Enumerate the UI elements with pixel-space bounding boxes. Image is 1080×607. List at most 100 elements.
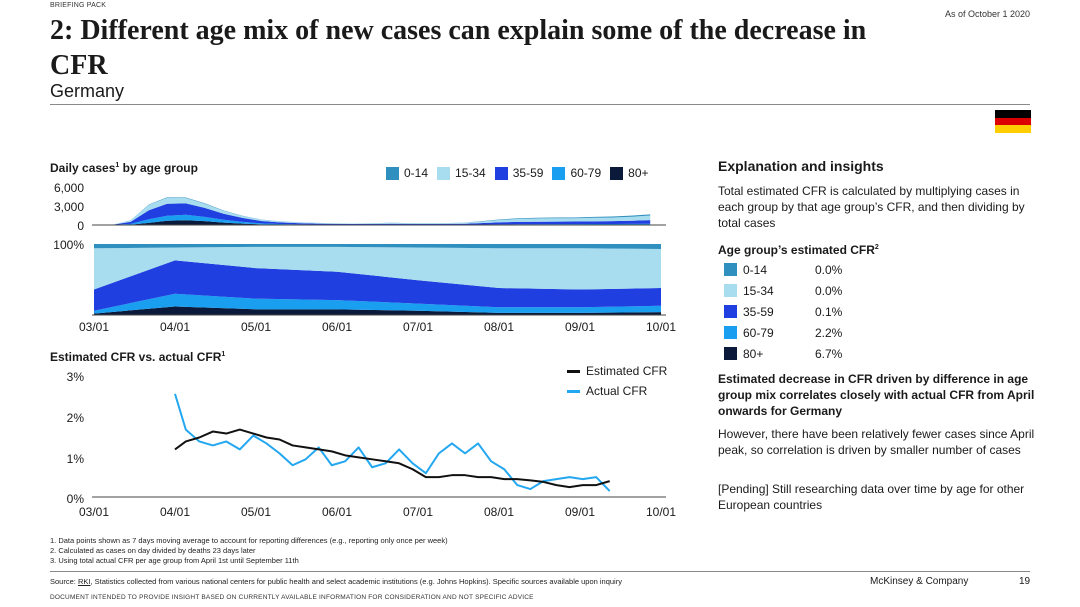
age-row-0-14: 0-14 0.0% <box>724 259 842 280</box>
age-label: 60-79 <box>743 325 774 340</box>
insights-however: However, there have been relatively fewe… <box>718 427 1035 457</box>
daily-ytick-0: 0 <box>77 219 84 233</box>
age-label: 35-59 <box>743 304 774 319</box>
germany-flag-icon <box>995 110 1031 133</box>
legend-label: 0-14 <box>404 166 429 180</box>
age-row-15-34: 15-34 0.0% <box>724 280 842 301</box>
footer-divider <box>50 571 1030 572</box>
legend-item-35-59: 35-59 <box>494 166 544 180</box>
cfr-chart-title: Estimated CFR vs. actual CFR1 <box>50 350 225 364</box>
age-swatch <box>724 263 737 276</box>
age-label: 0-14 <box>743 262 768 277</box>
daily-area-60-79 <box>94 214 651 225</box>
cfr-xtick-10-01: 10/01 <box>645 505 677 519</box>
cfr-xtick-03-01: 03/01 <box>78 505 110 519</box>
legend-swatch <box>552 166 566 180</box>
top-xtick-05-01: 05/01 <box>240 320 272 334</box>
top-xtick-10-01: 10/01 <box>645 320 677 334</box>
legend-item-60-79: 60-79 <box>552 166 601 180</box>
legend-line <box>567 389 580 393</box>
cfr-xtick-06-01: 06/01 <box>321 505 353 519</box>
age-value: 2.2% <box>815 325 843 340</box>
page-number: 19 <box>1019 576 1031 587</box>
legend-label: 60-79 <box>570 166 602 180</box>
age-row-35-59: 35-59 0.1% <box>724 301 842 322</box>
age-cfr-heading: Age group’s estimated CFR2 <box>718 240 1038 258</box>
footnote-3: 3. Using total actual CFR per age group … <box>50 556 299 565</box>
age-value: 0.1% <box>815 304 843 319</box>
age-swatch <box>724 326 737 339</box>
age-value: 0.0% <box>815 262 843 277</box>
cfr-legend: Estimated CFR Actual CFR <box>567 361 667 401</box>
cfr-chart-xaxis: 03/01 04/01 05/01 06/01 07/01 08/01 09/01 10/01 <box>0 505 1080 521</box>
age-label: 15-34 <box>743 283 774 298</box>
age-swatch <box>724 347 737 360</box>
age-group-legend: 0-14 15-34 35-59 60-79 80+ <box>386 166 658 180</box>
legend-item-estimated: Estimated CFR <box>567 361 667 381</box>
age-cfr-heading-sup: 2 <box>874 244 879 251</box>
share-ytick-100: 100% <box>53 238 84 252</box>
daily-area-35-59 <box>94 203 651 225</box>
share-area-15-34 <box>94 246 661 290</box>
flag-stripe-red <box>995 117 1031 126</box>
legend-swatch <box>437 166 451 180</box>
age-label: 80+ <box>743 346 764 361</box>
age-value: 6.7% <box>815 346 843 361</box>
source-link-rki[interactable]: RKI <box>77 577 91 586</box>
cfr-title-text: Estimated CFR vs. actual CFR <box>50 350 222 364</box>
top-xtick-07-01: 07/01 <box>402 320 434 334</box>
company-name: McKinsey & Company <box>870 576 969 587</box>
cfr-line-estimated-cfr <box>174 428 610 489</box>
footnote-2: 2. Calculated as cases on day divided by… <box>50 546 256 555</box>
legend-line <box>567 369 580 373</box>
legend-swatch <box>494 166 508 180</box>
page-title: 2: Different age mix of new cases can ex… <box>50 15 867 81</box>
top-chart-xaxis: 03/01 04/01 05/01 06/01 07/01 08/01 09/01 10/01 <box>0 320 1080 336</box>
top-xtick-03-01: 03/01 <box>78 320 110 334</box>
daily-ytick-6000: 6,000 <box>53 181 84 195</box>
briefing-label: BRIEFING PACK <box>50 2 107 9</box>
age-cfr-heading-text: Age group’s estimated CFR <box>718 243 875 257</box>
age-row-60-79: 60-79 2.2% <box>724 322 842 343</box>
daily-cases-title: Daily cases1 by age group <box>50 161 198 175</box>
share-area-35-59 <box>94 260 661 311</box>
legend-label: 15-34 <box>455 166 486 180</box>
cfr-title-sup: 1 <box>221 351 226 358</box>
top-xtick-06-01: 06/01 <box>321 320 353 334</box>
cfr-xtick-08-01: 08/01 <box>483 505 515 519</box>
age-value: 0.0% <box>815 283 843 298</box>
cfr-xtick-04-01: 04/01 <box>159 505 191 519</box>
daily-cases-title-sup: 1 <box>115 162 120 169</box>
age-row-80-plus: 80+ 6.7% <box>724 343 842 364</box>
legend-label: 80+ <box>628 166 649 180</box>
source-line: Source: RKI, Statistics collected from v… <box>50 577 622 586</box>
share-area-60-79 <box>94 293 661 314</box>
cfr-xtick-07-01: 07/01 <box>402 505 434 519</box>
cfr-xtick-09-01: 09/01 <box>564 505 596 519</box>
legend-label: Estimated CFR <box>586 364 668 378</box>
daily-cases-chart <box>92 197 666 316</box>
age-cfr-table: 0-14 0.0% 15-34 0.0% 35-59 0.1% 60-79 2.2% 8… <box>724 259 842 364</box>
share-area-0-14 <box>94 244 661 249</box>
cfr-xtick-05-01: 05/01 <box>240 505 272 519</box>
cfr-ytick-3: 3% <box>66 370 84 384</box>
flag-stripe-gold <box>995 125 1031 133</box>
insights-heading: Explanation and insights <box>718 158 884 174</box>
age-swatch <box>724 284 737 297</box>
source-rest: , Statistics collected from various nati… <box>90 577 622 586</box>
cfr-ytick-2: 2% <box>66 411 84 425</box>
legend-label: Actual CFR <box>586 384 648 398</box>
insights-intro: Total estimated CFR is calculated by mul… <box>718 184 1025 230</box>
legend-item-80-plus: 80+ <box>610 166 649 180</box>
legend-label: 35-59 <box>512 166 544 180</box>
top-xtick-08-01: 08/01 <box>483 320 515 334</box>
top-xtick-09-01: 09/01 <box>564 320 596 334</box>
legend-item-0-14: 0-14 <box>386 166 428 180</box>
disclaimer: DOCUMENT INTENDED TO PROVIDE INSIGHT BAS… <box>50 594 534 601</box>
as-of-date: As of October 1 2020 <box>944 9 1030 19</box>
top-xtick-04-01: 04/01 <box>159 320 191 334</box>
daily-ytick-3000: 3,000 <box>53 200 84 214</box>
flag-stripe-black <box>995 110 1031 118</box>
cfr-ytick-0: 0% <box>66 492 84 506</box>
source-prefix: Source: <box>50 577 78 586</box>
